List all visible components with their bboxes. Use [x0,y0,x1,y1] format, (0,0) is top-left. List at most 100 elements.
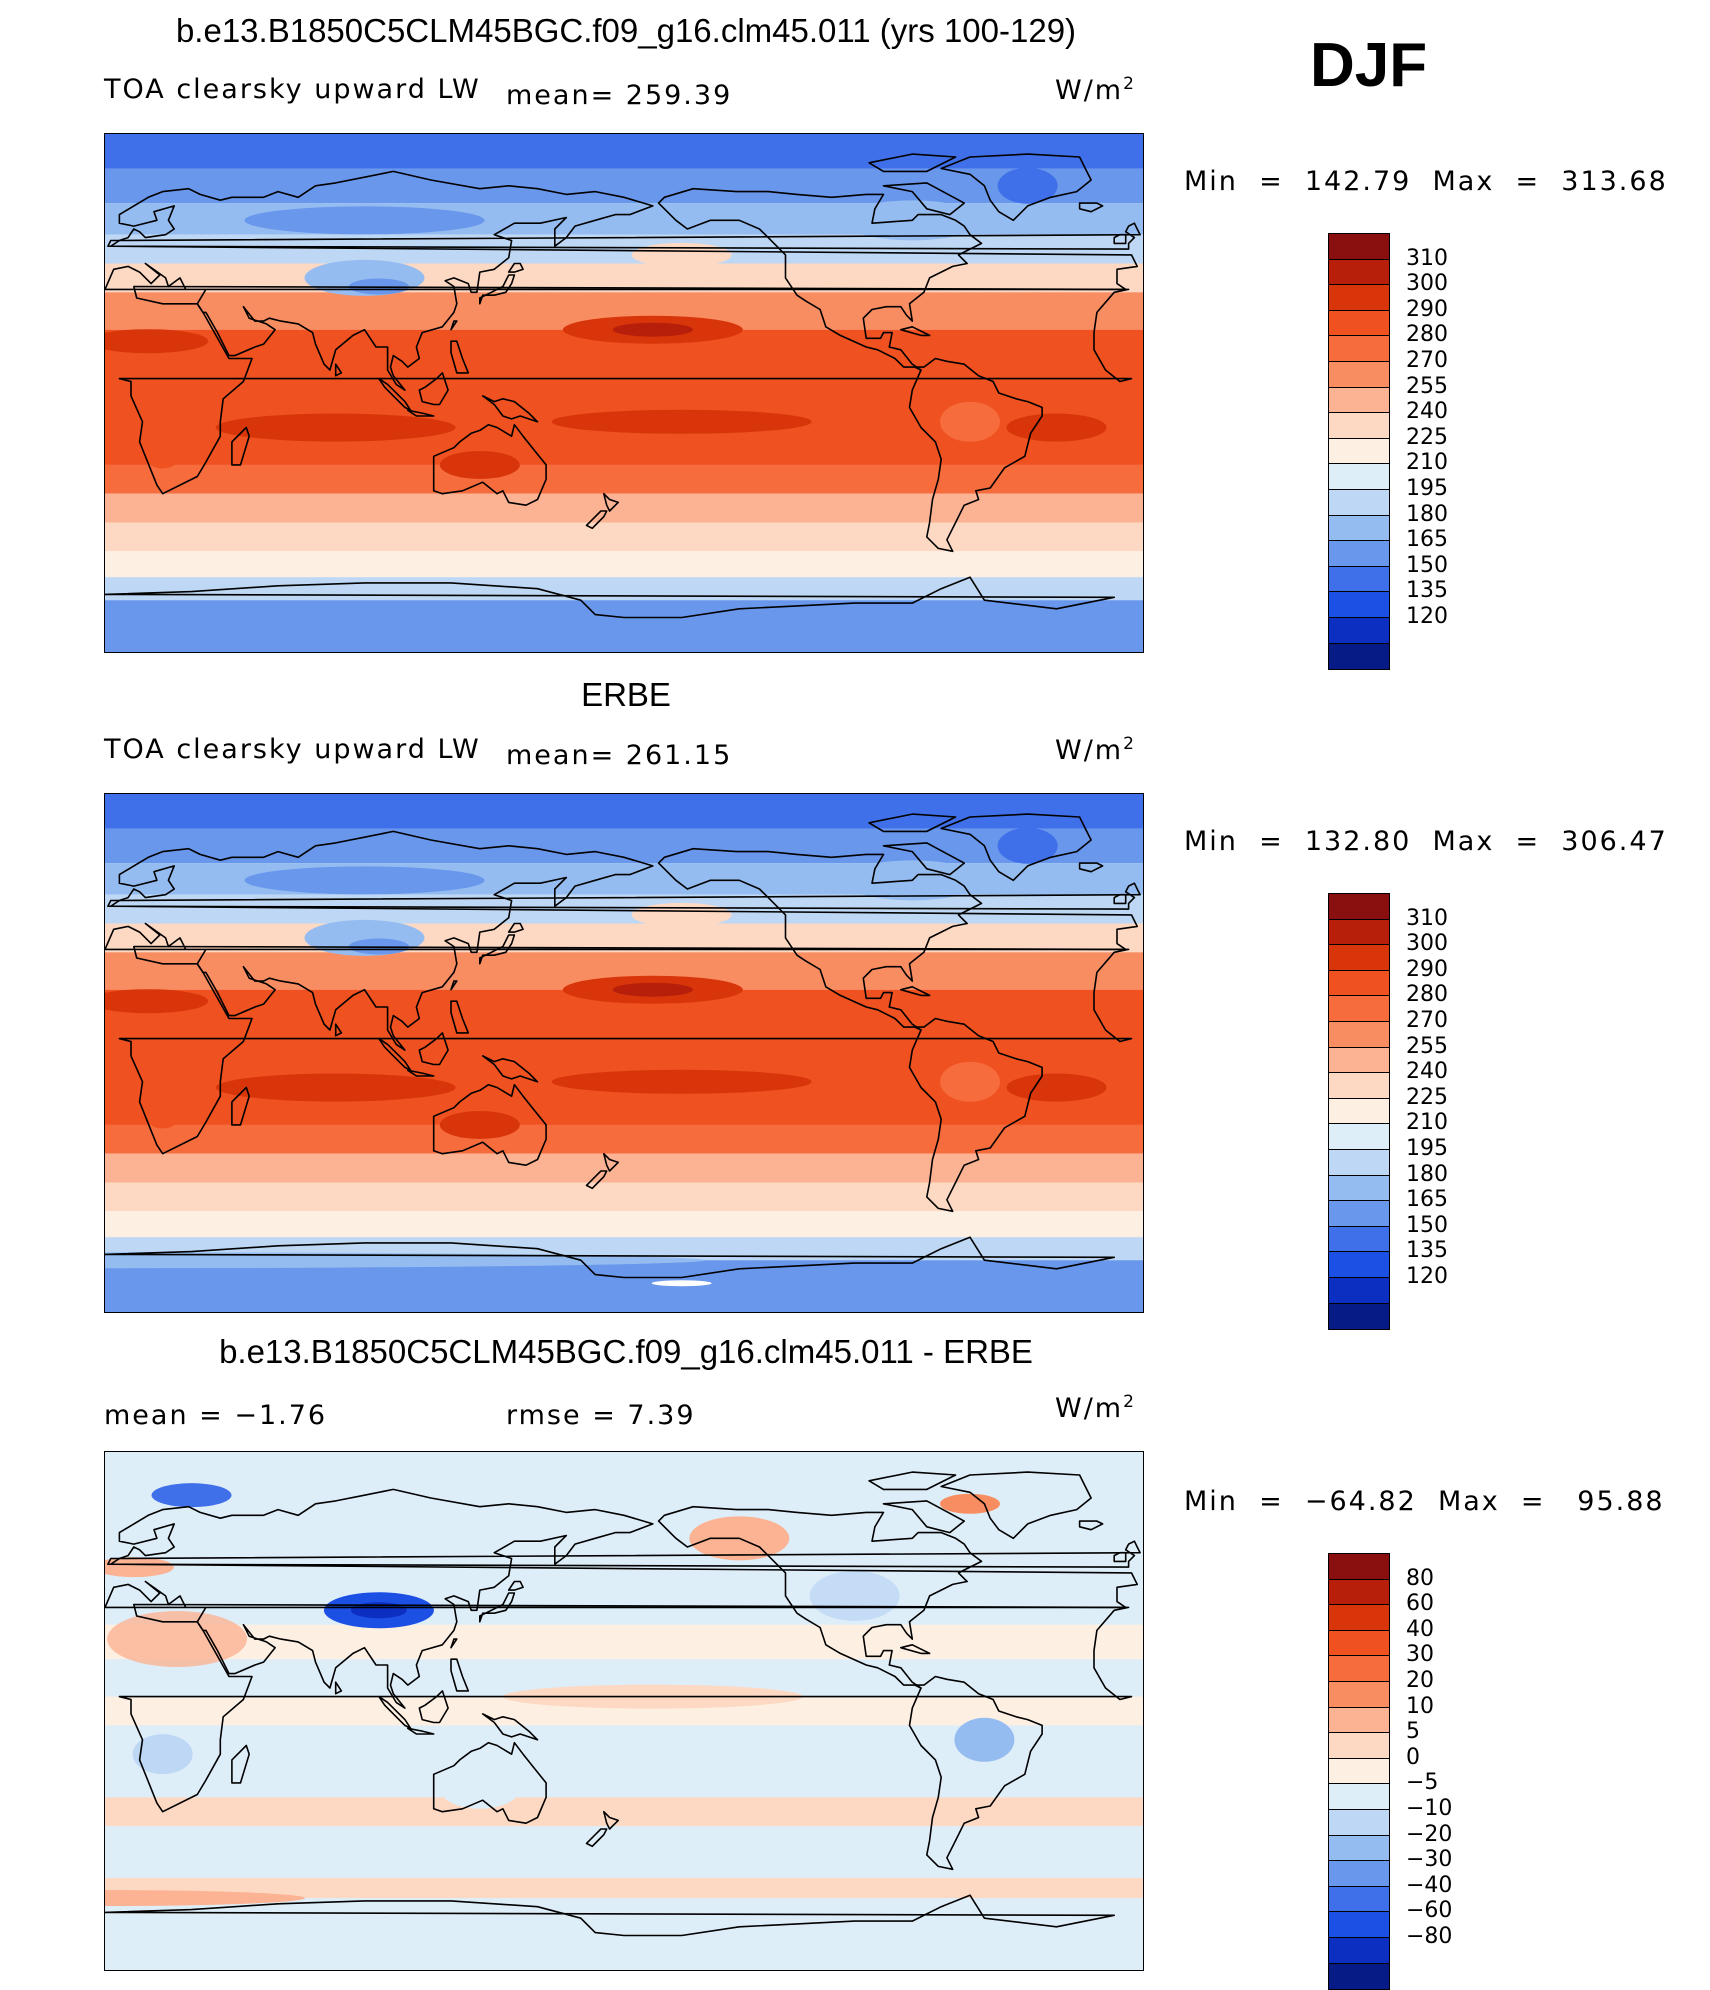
panel-1-map [104,133,1144,653]
colorbar-swatch [1329,234,1389,260]
colorbar-label: 40 [1406,1616,1434,1642]
colorbar-swatch [1329,894,1389,920]
colorbar-label: 180 [1406,1161,1448,1187]
panel-2-units: W/m2 [1055,734,1134,766]
colorbar-label: 10 [1406,1693,1434,1719]
colorbar-swatch [1329,464,1389,490]
colorbar-swatch [1329,1303,1389,1330]
colorbar-swatch [1329,1784,1389,1810]
colorbar-label: −80 [1406,1924,1453,1949]
colorbar-swatch [1329,1912,1389,1938]
colorbar-label: 30 [1406,1642,1434,1668]
colorbar-swatch [1329,438,1389,465]
panel-3-mean: mean = −1.76 [104,1400,328,1431]
colorbar-label: 150 [1406,1212,1448,1238]
colorbar-label: 80 [1406,1565,1434,1591]
colorbar-label: 195 [1406,1136,1448,1161]
colorbar-label: 5 [1406,1719,1420,1745]
colorbar-label: 150 [1406,552,1448,578]
colorbar-label: 135 [1406,1238,1448,1264]
colorbar-label: 255 [1406,1033,1448,1059]
colorbar-swatch [1329,1175,1389,1202]
panel-3-rmse: rmse = 7.39 [506,1400,696,1431]
colorbar-swatch [1329,996,1389,1022]
colorbar-swatch [1329,1149,1389,1176]
colorbar-swatch [1329,387,1389,414]
colorbar-swatch [1329,1277,1389,1304]
colorbar-swatch [1329,617,1389,644]
colorbar-label: 120 [1406,1264,1448,1289]
colorbar-swatch [1329,1963,1389,1990]
colorbar-swatch [1329,1835,1389,1862]
panel-3-colorbar [1328,1553,1390,1990]
colorbar-label: 180 [1406,501,1448,527]
panel-3-minmax: Min = −64.82 Max = 95.88 [1184,1486,1665,1517]
colorbar-swatch [1329,1098,1389,1125]
colorbar-swatch [1329,1047,1389,1074]
colorbar-swatch [1329,945,1389,971]
colorbar-label: 240 [1406,399,1448,425]
panel-1-variable: TOA clearsky upward LW [104,74,481,105]
colorbar-label: 270 [1406,348,1448,373]
colorbar-label: −40 [1406,1872,1453,1898]
colorbar-swatch [1329,970,1389,997]
colorbar-label: 135 [1406,578,1448,604]
panel-1-minmax: Min = 142.79 Max = 313.68 [1184,166,1668,197]
colorbar-swatch [1329,259,1389,286]
panel-1-title: b.e13.B1850C5CLM45BGC.f09_g16.clm45.011 … [175,12,1077,49]
colorbar-swatch [1329,1605,1389,1631]
colorbar-label: 290 [1406,956,1448,982]
colorbar-label: 240 [1406,1059,1448,1085]
colorbar-swatch [1329,1656,1389,1682]
colorbar-swatch [1329,1021,1389,1048]
colorbar-label: −30 [1406,1847,1453,1873]
colorbar-swatch [1329,515,1389,542]
colorbar-swatch [1329,592,1389,618]
panel-3-map [104,1451,1144,1971]
colorbar-label: 255 [1406,373,1448,399]
colorbar-swatch [1329,336,1389,362]
colorbar-swatch [1329,1937,1389,1964]
colorbar-label: −5 [1406,1770,1439,1796]
colorbar-swatch [1329,1809,1389,1836]
colorbar-label: 165 [1406,1187,1448,1213]
colorbar-swatch [1329,1252,1389,1278]
panel-2-minmax: Min = 132.80 Max = 306.47 [1184,826,1668,857]
colorbar-swatch [1329,643,1389,670]
colorbar-label: −10 [1406,1796,1453,1821]
colorbar-label: 60 [1406,1591,1434,1617]
panel-2-colorbar [1328,893,1390,1331]
colorbar-swatch [1329,541,1389,567]
colorbar-label: 0 [1406,1744,1420,1770]
colorbar-swatch [1329,1630,1389,1657]
colorbar-label: 210 [1406,1110,1448,1136]
colorbar-swatch [1329,1554,1389,1580]
colorbar-label: 165 [1406,527,1448,553]
colorbar-label: 280 [1406,982,1448,1008]
panel-1-mean: mean= 259.39 [506,80,733,111]
colorbar-label: −60 [1406,1898,1453,1924]
colorbar-swatch [1329,285,1389,311]
panel-2-variable: TOA clearsky upward LW [104,734,481,765]
colorbar-label: 310 [1406,245,1448,271]
colorbar-label: 20 [1406,1668,1434,1693]
colorbar-swatch [1329,1758,1389,1785]
colorbar-label: 280 [1406,322,1448,348]
colorbar-label: 290 [1406,296,1448,322]
colorbar-swatch [1329,1124,1389,1150]
panel-2-map [104,793,1144,1313]
colorbar-label: 225 [1406,424,1448,450]
colorbar-label: 210 [1406,450,1448,476]
colorbar-swatch [1329,1733,1389,1759]
colorbar-label: 120 [1406,604,1448,629]
panel-2-mean: mean= 261.15 [506,740,733,771]
season-label: DJF [1310,31,1428,100]
colorbar-swatch [1329,919,1389,946]
panel-2-title: ERBE [581,676,671,713]
colorbar-swatch [1329,310,1389,337]
colorbar-swatch [1329,1073,1389,1099]
colorbar-swatch [1329,1707,1389,1734]
colorbar-label: 225 [1406,1084,1448,1110]
panel-1-colorbar [1328,233,1390,671]
colorbar-label: 310 [1406,905,1448,931]
